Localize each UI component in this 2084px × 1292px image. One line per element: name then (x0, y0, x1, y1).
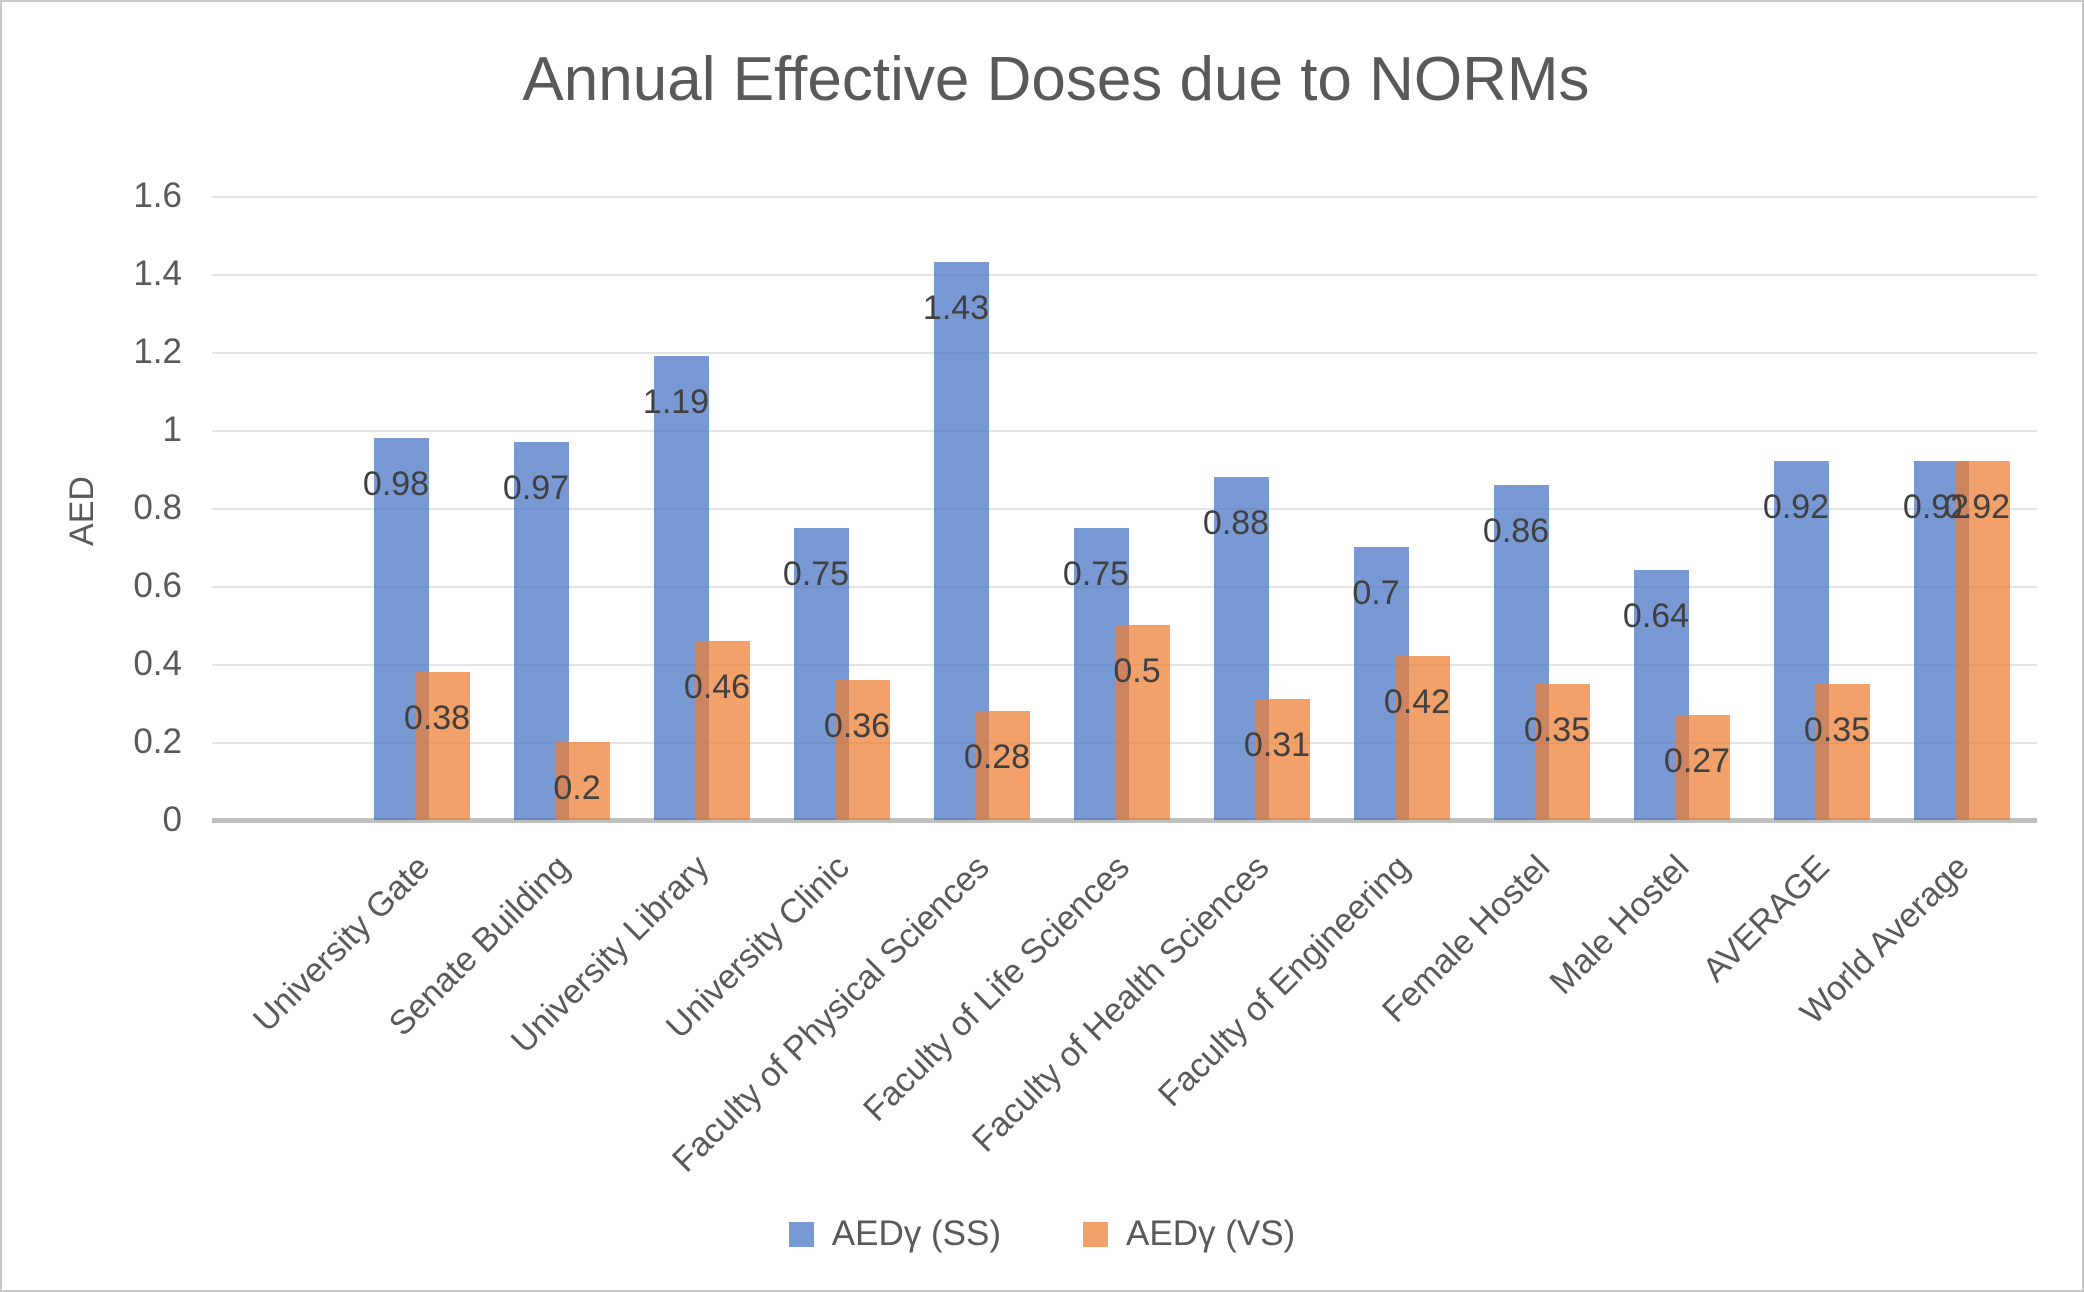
data-label: 0.36 (823, 707, 891, 745)
data-label: 0.42 (1383, 683, 1451, 721)
bar-vs (1675, 714, 1730, 820)
category-slot: 0.88 0.31 (1192, 196, 1332, 820)
legend-label-vs: AEDγ (VS) (1126, 1214, 1296, 1253)
x-axis-category-label: Faculty of Life Sciences (856, 848, 1137, 1129)
bar-vs (975, 710, 1030, 820)
bar-vs (555, 742, 610, 820)
data-label: 0.64 (1622, 597, 1690, 635)
bar-vs (415, 671, 470, 820)
y-tick-label: 0.4 (133, 644, 182, 683)
data-label: 1.43 (922, 289, 990, 327)
x-axis-category-label: Faculty of Engineering (1150, 848, 1417, 1115)
category-slot: 0.97 0.2 (492, 196, 632, 820)
data-label: 0.38 (403, 699, 471, 737)
gridline (212, 430, 2037, 432)
data-label: 0.92 (1902, 488, 1970, 526)
bar-vs (835, 679, 890, 820)
y-tick-label: 0 (162, 800, 182, 839)
bar-vs (1395, 656, 1450, 820)
data-label: 0.5 (1113, 652, 1161, 690)
bar-vs (1815, 683, 1870, 820)
category-slot: 1.43 0.28 (912, 196, 1052, 820)
chart-title: Annual Effective Doses due to NORMs (522, 45, 1590, 114)
category-slot: 0.86 0.35 (1472, 196, 1612, 820)
data-label: 0.35 (1523, 711, 1591, 749)
data-label: 0.75 (1062, 555, 1130, 593)
legend: AEDγ (SS) AEDγ (VS) (2, 1214, 2082, 1254)
data-label: 0.46 (683, 668, 751, 706)
x-axis-category-label: Male Hostel (1543, 848, 1697, 1002)
y-tick-label: 0.8 (133, 488, 182, 527)
category-slot: 0.98 0.38 (352, 196, 492, 820)
bar-vs (1255, 699, 1310, 820)
x-axis-line (212, 818, 2037, 823)
bar-vs (1535, 683, 1590, 820)
legend-label-ss: AEDγ (SS) (831, 1214, 1001, 1253)
y-tick-label: 0.6 (133, 566, 182, 605)
bar-vs (695, 640, 750, 820)
y-tick-label: 1 (162, 410, 182, 449)
bar-vs (1955, 461, 2010, 820)
legend-swatch-ss (788, 1221, 814, 1247)
category-slot: 0.92 0.35 (1752, 196, 1892, 820)
bar-vs (1115, 625, 1170, 820)
data-label: 0.92 (1762, 488, 1830, 526)
y-tick-label: 0.2 (133, 722, 182, 761)
category-slot: 0.92 0.92 (1892, 196, 2032, 820)
x-axis-category-label: AVERAGE (1695, 848, 1837, 990)
x-axis-category-label: Faculty of Health Sciences (965, 848, 1277, 1160)
data-label: 0.27 (1663, 742, 1731, 780)
data-label: 0.98 (362, 465, 430, 503)
data-label: 0.28 (963, 738, 1031, 776)
y-tick-label: 1.6 (133, 176, 182, 215)
data-label: 0.88 (1202, 504, 1270, 542)
gridline (212, 352, 2037, 354)
category-slot: 0.7 0.42 (1332, 196, 1472, 820)
y-tick-label: 1.2 (133, 332, 182, 371)
data-label: 0.75 (782, 555, 850, 593)
data-label: 0.35 (1803, 711, 1871, 749)
data-label: 0.31 (1243, 726, 1311, 764)
data-label: 0.92 (1943, 488, 2011, 526)
data-label: 0.2 (553, 769, 601, 807)
gridline (212, 196, 2037, 198)
data-label: 0.7 (1352, 574, 1400, 612)
legend-swatch-vs (1083, 1221, 1108, 1247)
gridline (212, 274, 2037, 276)
gridline (212, 508, 2037, 510)
category-slot: 0.64 0.27 (1612, 196, 1752, 820)
data-label: 1.19 (642, 383, 710, 421)
category-slot: 1.19 0.46 (632, 196, 772, 820)
category-slot: 0.75 0.36 (772, 196, 912, 820)
data-label: 0.86 (1482, 512, 1550, 550)
y-tick-label: 1.4 (133, 254, 182, 293)
category-slot: 0.75 0.5 (1052, 196, 1192, 820)
data-label: 0.97 (502, 469, 570, 507)
